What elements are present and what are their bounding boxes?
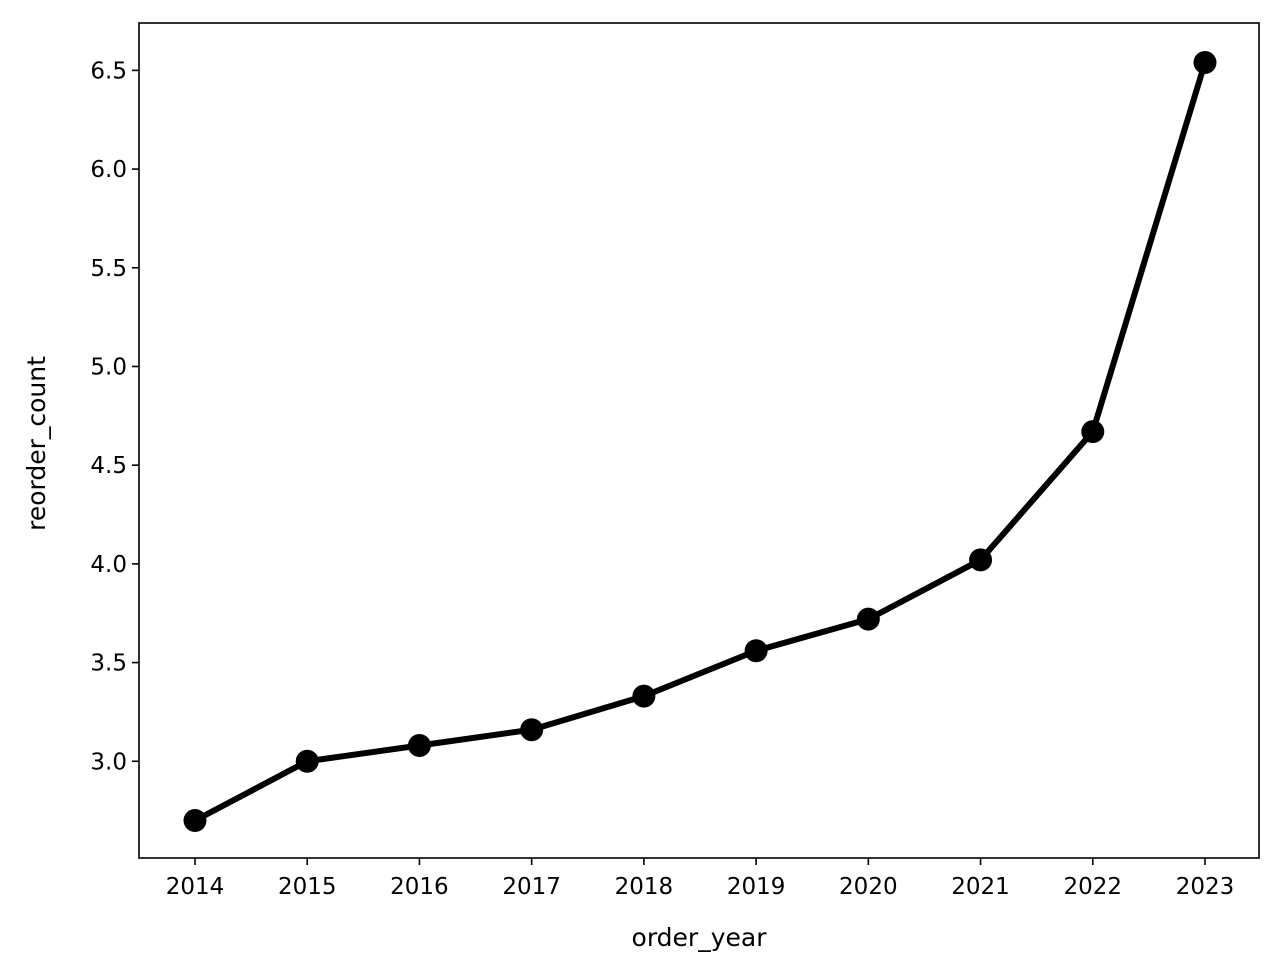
x-tick-label: 2014 (166, 874, 225, 900)
x-tick-label: 2017 (502, 874, 561, 900)
y-tick-label: 6.0 (90, 157, 127, 183)
x-tick-label: 2020 (839, 874, 898, 900)
y-tick-label: 3.5 (90, 651, 127, 677)
data-point-2018 (632, 684, 656, 708)
data-point-2017 (520, 718, 544, 742)
x-axis-label: order_year (632, 923, 768, 952)
data-point-2020 (856, 607, 880, 631)
y-tick-label: 3.0 (90, 749, 127, 775)
y-tick-label: 4.5 (90, 453, 127, 479)
x-tick-label: 2023 (1176, 874, 1235, 900)
x-axis: 2014 2015 2016 2017 2018 2019 2020 2021 2022 2023 (166, 858, 1235, 900)
y-tick-label: 4.0 (90, 552, 127, 578)
x-tick-label: 2016 (390, 874, 449, 900)
data-point-2023 (1193, 50, 1217, 74)
y-tick-label: 5.5 (90, 256, 127, 282)
y-tick-label: 6.5 (90, 58, 127, 84)
data-point-2019 (744, 639, 768, 663)
series-layer (183, 50, 1217, 832)
series-line (192, 59, 1208, 824)
y-axis-label: reorder_count (22, 356, 51, 531)
data-point-2016 (407, 733, 431, 757)
x-tick-label: 2021 (951, 874, 1010, 900)
y-tick-label: 5.0 (90, 354, 127, 380)
x-tick-label: 2019 (727, 874, 786, 900)
plot-frame (138, 22, 1260, 859)
x-tick-label: 2018 (615, 874, 674, 900)
data-point-2021 (969, 548, 993, 572)
x-tick-label: 2022 (1064, 874, 1123, 900)
data-point-2022 (1081, 420, 1105, 444)
data-point-2015 (295, 749, 319, 773)
y-axis: 3.0 3.5 4.0 4.5 5.0 5.5 6.0 6.5 (90, 58, 139, 775)
x-tick-label: 2015 (278, 874, 337, 900)
data-point-2014 (183, 808, 207, 832)
